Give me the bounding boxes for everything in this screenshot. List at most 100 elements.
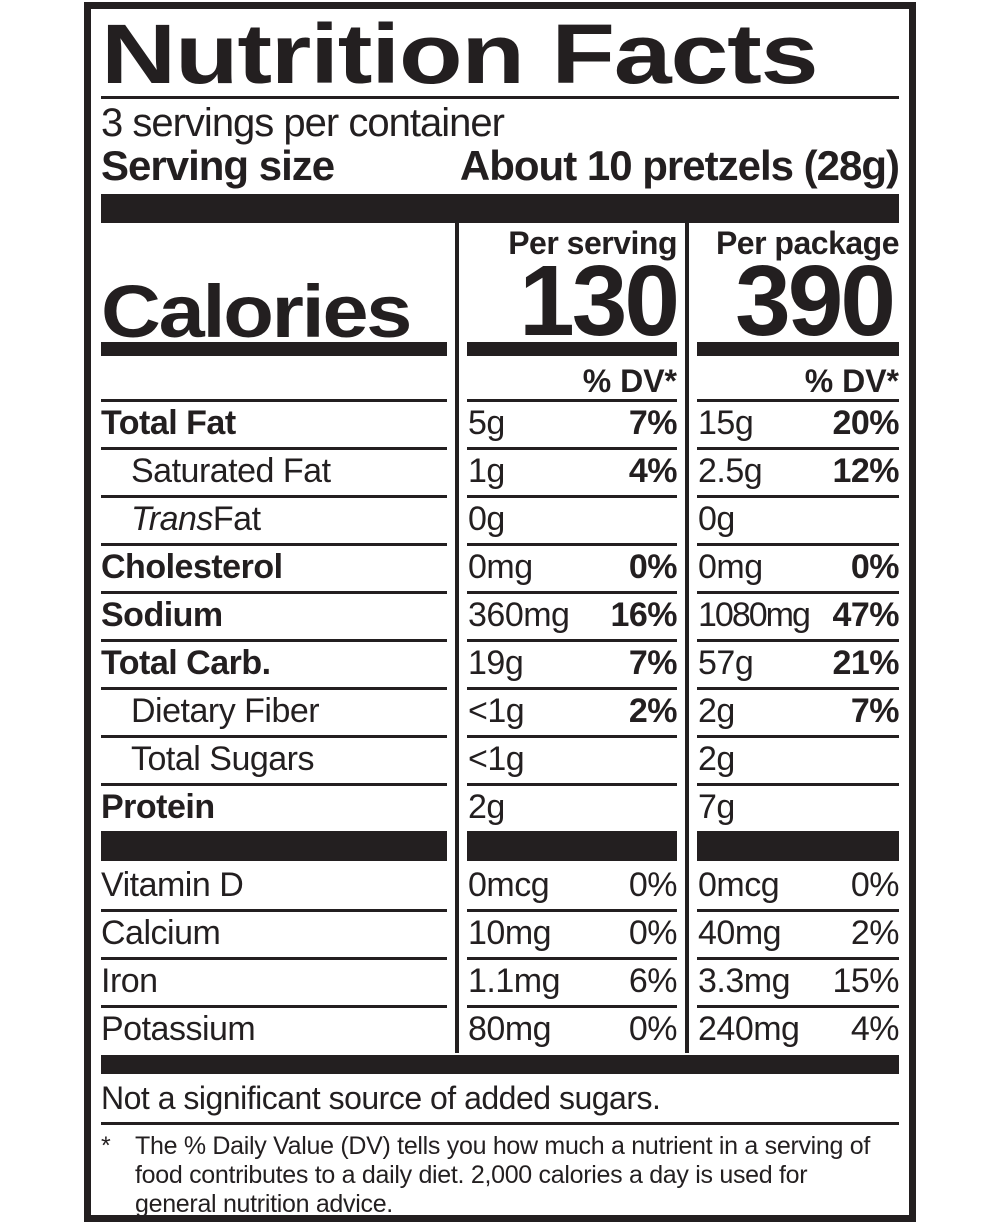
amount: 0mg <box>468 547 533 586</box>
per-package-calories-cell: Per package 390 % DV* <box>685 223 900 399</box>
amount: 19g <box>468 643 524 682</box>
per-package-underline-bar <box>697 342 899 356</box>
amount: 0mg <box>698 547 763 586</box>
daily-value: 47% <box>832 595 899 634</box>
potassium-name: Potassium <box>101 1005 455 1053</box>
sodium-package: 1080mg 47% <box>685 591 899 639</box>
not-significant-note: Not a significant source of added sugars… <box>101 1080 661 1116</box>
daily-value: 0% <box>628 913 678 952</box>
footnote-marker: * <box>101 1132 111 1160</box>
total-fat-name: Total Fat <box>101 399 455 447</box>
calcium-name: Calcium <box>101 909 455 957</box>
cholesterol-serving: 0mg 0% <box>455 543 685 591</box>
amount: 2g <box>468 787 505 826</box>
mid-divider-bar-package <box>685 831 899 861</box>
daily-value: 2% <box>628 691 678 730</box>
total-fat-package: 15g 20% <box>685 399 899 447</box>
total-sugars-serving: <1g <box>455 735 685 783</box>
daily-value: 0% <box>850 547 900 586</box>
dietary-fiber-serving: <1g 2% <box>455 687 685 735</box>
cholesterol-package: 0mg 0% <box>685 543 900 591</box>
daily-value-footnote: * The % Daily Value (DV) tells you how m… <box>101 1132 899 1219</box>
footnote-text: The % Daily Value (DV) tells you how muc… <box>135 1132 870 1219</box>
label-title: Nutrition Facts <box>101 7 819 101</box>
total-sugars-package: 2g <box>685 735 899 783</box>
total-fat-serving: 5g 7% <box>455 399 685 447</box>
amount: 0g <box>468 499 505 538</box>
per-package-calories-value: 390 <box>735 245 896 357</box>
daily-value: 0% <box>850 865 900 904</box>
daily-value: 20% <box>832 403 899 442</box>
amount: 2g <box>698 739 735 778</box>
amount: 1g <box>468 451 505 490</box>
nutrition-facts-label: Nutrition Facts 3 servings per container… <box>84 2 916 1222</box>
per-serving-dv-header: % DV* <box>582 363 677 399</box>
saturated-fat-name: Saturated Fat <box>101 447 455 495</box>
footnote-line: general nutrition advice. <box>135 1190 393 1218</box>
amount: 10mg <box>468 913 552 952</box>
calories-cell: Calories <box>101 223 455 399</box>
bottom-divider-bar <box>101 1055 899 1074</box>
amount: 2g <box>698 691 735 730</box>
mid-divider-bar-left <box>101 831 455 861</box>
protein-name: Protein <box>101 783 455 831</box>
cholesterol-name: Cholesterol <box>101 543 455 591</box>
total-carb-package: 57g 21% <box>685 639 899 687</box>
amount: 3.3mg <box>698 961 791 1000</box>
serving-size-row: Serving size About 10 pretzels (28g) <box>101 142 900 189</box>
amount: 57g <box>698 643 754 682</box>
daily-value: 15% <box>832 961 899 1000</box>
daily-value: 7% <box>628 643 678 682</box>
per-package-header: Per package <box>715 225 900 261</box>
per-package-dv-header: % DV* <box>804 363 899 399</box>
iron-package: 3.3mg 15% <box>685 957 899 1005</box>
amount: <1g <box>468 691 525 730</box>
total-carb-serving: 19g 7% <box>455 639 685 687</box>
saturated-fat-serving: 1g 4% <box>455 447 685 495</box>
protein-serving: 2g <box>455 783 685 831</box>
daily-value: 4% <box>628 451 678 490</box>
serving-size-value: About 10 pretzels (28g) <box>459 142 900 189</box>
footnote-rule <box>101 1122 899 1125</box>
amount: 360mg <box>468 595 570 634</box>
amount: 80mg <box>468 1009 552 1048</box>
per-serving-calories-value: 130 <box>519 245 680 357</box>
vitamin-d-package: 0mcg 0% <box>685 861 900 909</box>
nutrition-table: Calories Per serving 130 % DV* Per packa… <box>101 223 900 1053</box>
trans-fat-name: Trans Fat <box>101 495 455 543</box>
calcium-package: 40mg 2% <box>685 909 900 957</box>
daily-value: 12% <box>832 451 899 490</box>
potassium-serving: 80mg 0% <box>455 1005 685 1053</box>
daily-value: 6% <box>628 961 678 1000</box>
calories-label: Calories <box>101 270 412 353</box>
dietary-fiber-name: Dietary Fiber <box>101 687 455 735</box>
dietary-fiber-package: 2g 7% <box>685 687 900 735</box>
amount: 1.1mg <box>468 961 561 1000</box>
sodium-name: Sodium <box>101 591 455 639</box>
daily-value: 4% <box>850 1009 900 1048</box>
per-serving-calories-cell: Per serving 130 % DV* <box>455 223 685 399</box>
per-serving-underline-bar <box>467 342 677 356</box>
amount: 0mcg <box>698 865 780 904</box>
amount: 7g <box>698 787 735 826</box>
top-divider-bar <box>101 194 899 223</box>
amount: 0mcg <box>468 865 550 904</box>
vitamin-d-serving: 0mcg 0% <box>455 861 685 909</box>
amount: 240mg <box>698 1009 800 1048</box>
total-sugars-name: Total Sugars <box>101 735 455 783</box>
iron-name: Iron <box>101 957 455 1005</box>
amount: <1g <box>468 739 525 778</box>
daily-value: 0% <box>628 547 678 586</box>
amount: 0g <box>698 499 735 538</box>
servings-per-container: 3 servings per container <box>101 101 505 145</box>
daily-value: 7% <box>850 691 900 730</box>
saturated-fat-package: 2.5g 12% <box>685 447 899 495</box>
daily-value: 0% <box>628 865 678 904</box>
footnote-line: food contributes to a daily diet. 2,000 … <box>135 1161 808 1189</box>
calcium-serving: 10mg 0% <box>455 909 685 957</box>
daily-value: 16% <box>610 595 677 634</box>
daily-value: 2% <box>850 913 900 952</box>
protein-package: 7g <box>685 783 899 831</box>
trans-fat-serving: 0g <box>455 495 685 543</box>
daily-value: 21% <box>832 643 899 682</box>
